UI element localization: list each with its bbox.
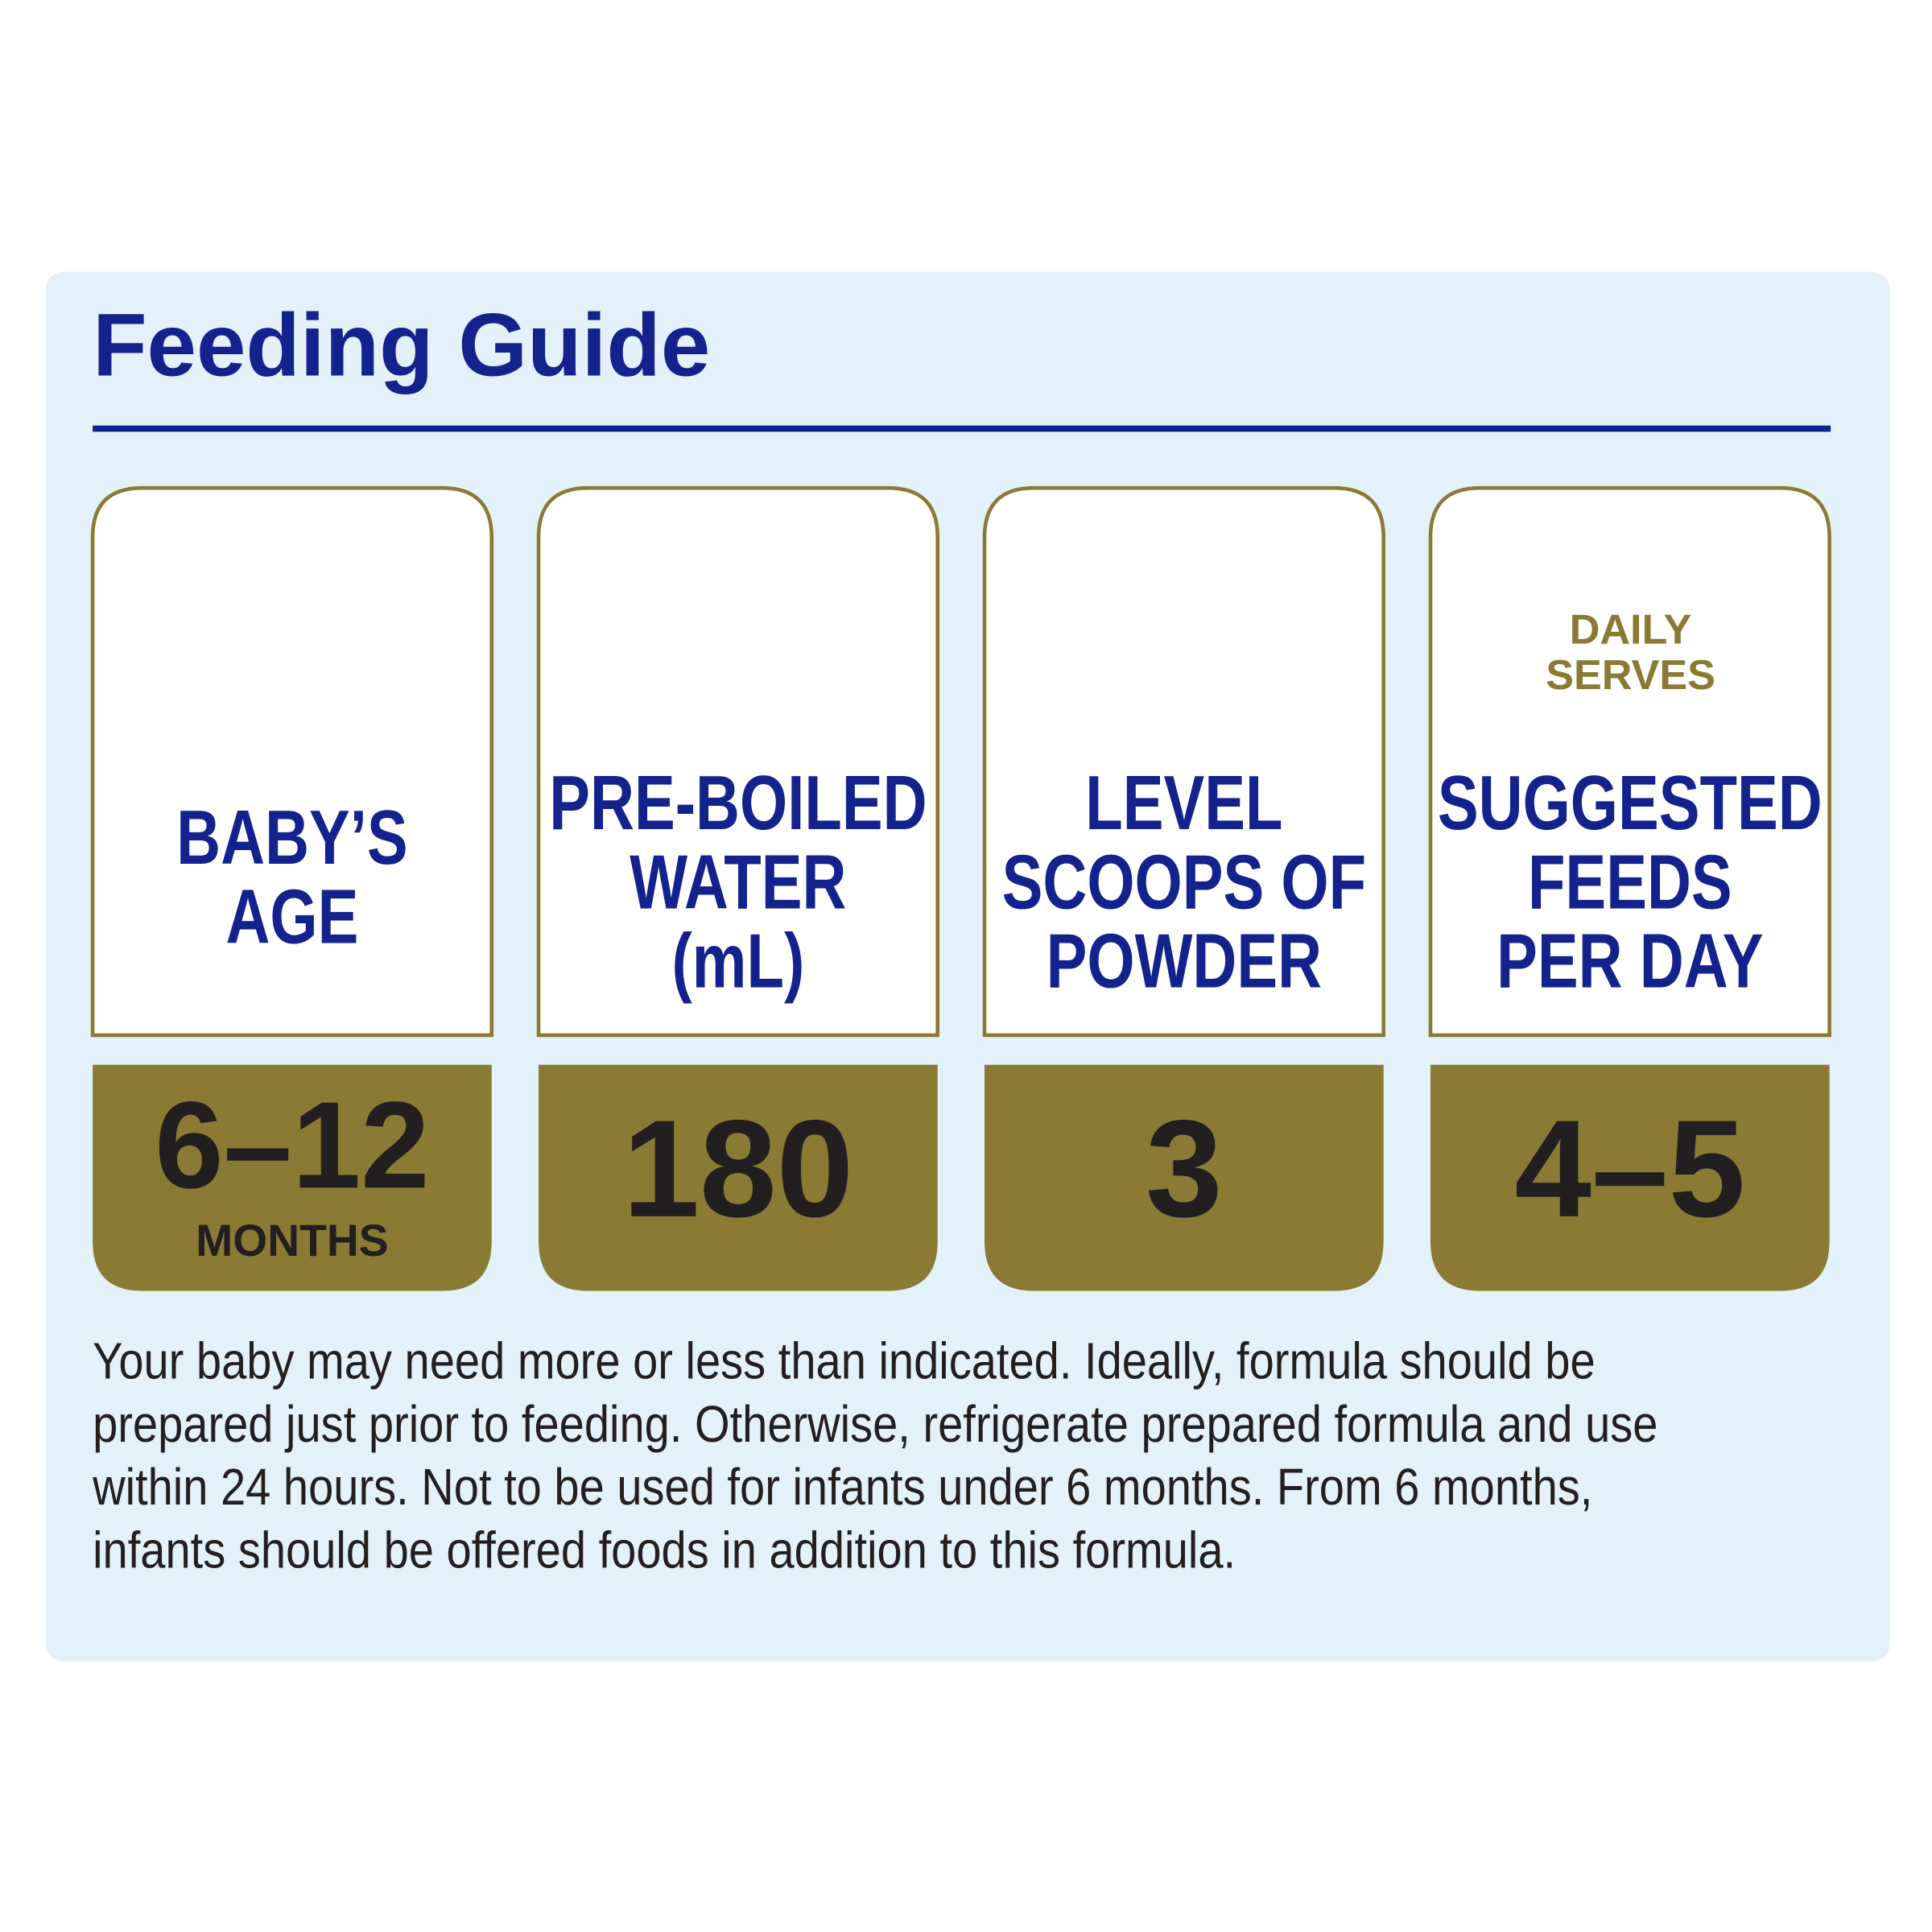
column-label: SUGGESTED <box>1438 761 1823 846</box>
value-box <box>1430 1064 1830 1291</box>
note-line-wrap: infants should be offered foods in addit… <box>93 1521 1236 1579</box>
column-label: PER DAY <box>1496 919 1763 1005</box>
column-label: BABY’S <box>176 795 408 881</box>
note-line-wrap: within 24 hours. Not to be used for infa… <box>92 1458 1592 1517</box>
label-line-wrap: SCOOPS OF <box>1002 840 1366 925</box>
calendar-text: DAILY <box>1570 606 1692 653</box>
label-line-wrap: (mL) <box>671 919 804 1005</box>
card-top <box>982 485 1385 1038</box>
card-top <box>1428 485 1831 1038</box>
column-label: PRE-BOILED <box>549 761 927 846</box>
column-label: (mL) <box>671 919 804 1005</box>
column-label: SCOOPS OF <box>1002 840 1366 925</box>
column-unit: MONTHS <box>196 1216 388 1265</box>
note-line-wrap: Your baby may need more or less than ind… <box>93 1331 1596 1390</box>
column-label: WATER <box>630 840 846 925</box>
label-line-wrap: AGE <box>225 874 358 960</box>
column-label: FEEDS <box>1528 840 1732 925</box>
column-label: LEVEL <box>1085 761 1282 846</box>
value-box <box>539 1064 938 1291</box>
label-line-wrap: LEVEL <box>1085 761 1282 846</box>
card-top <box>90 485 494 1038</box>
note-line: prepared just prior to feeding. Otherwis… <box>93 1394 1657 1453</box>
label-line-wrap: FEEDS <box>1528 840 1732 925</box>
column-label: AGE <box>225 874 358 960</box>
label-line-wrap: PRE-BOILED <box>549 761 927 846</box>
column-value: 4–5 <box>1514 1092 1745 1246</box>
label-line-wrap: PER DAY <box>1496 919 1763 1005</box>
column-value: 180 <box>623 1092 854 1246</box>
calendar-text: SERVES <box>1546 652 1715 699</box>
value-box <box>985 1064 1384 1291</box>
label-line-wrap: SUGGESTED <box>1438 761 1823 846</box>
column-value: 6–12 <box>155 1075 429 1214</box>
value-box <box>93 1064 492 1291</box>
label-line-wrap: BABY’S <box>176 795 408 881</box>
note-line: infants should be offered foods in addit… <box>93 1521 1236 1579</box>
title: Feeding Guide <box>93 296 710 395</box>
note: Your baby may need more or less than ind… <box>92 1331 1657 1579</box>
column-label: POWDER <box>1046 919 1322 1005</box>
label-line-wrap: POWDER <box>1046 919 1322 1005</box>
note-line-wrap: prepared just prior to feeding. Otherwis… <box>93 1394 1657 1453</box>
label-line-wrap: WATER <box>630 840 846 925</box>
note-line: within 24 hours. Not to be used for infa… <box>92 1458 1592 1517</box>
column-value: 3 <box>1146 1092 1223 1246</box>
card-top <box>536 485 940 1038</box>
note-line: Your baby may need more or less than ind… <box>93 1331 1596 1390</box>
